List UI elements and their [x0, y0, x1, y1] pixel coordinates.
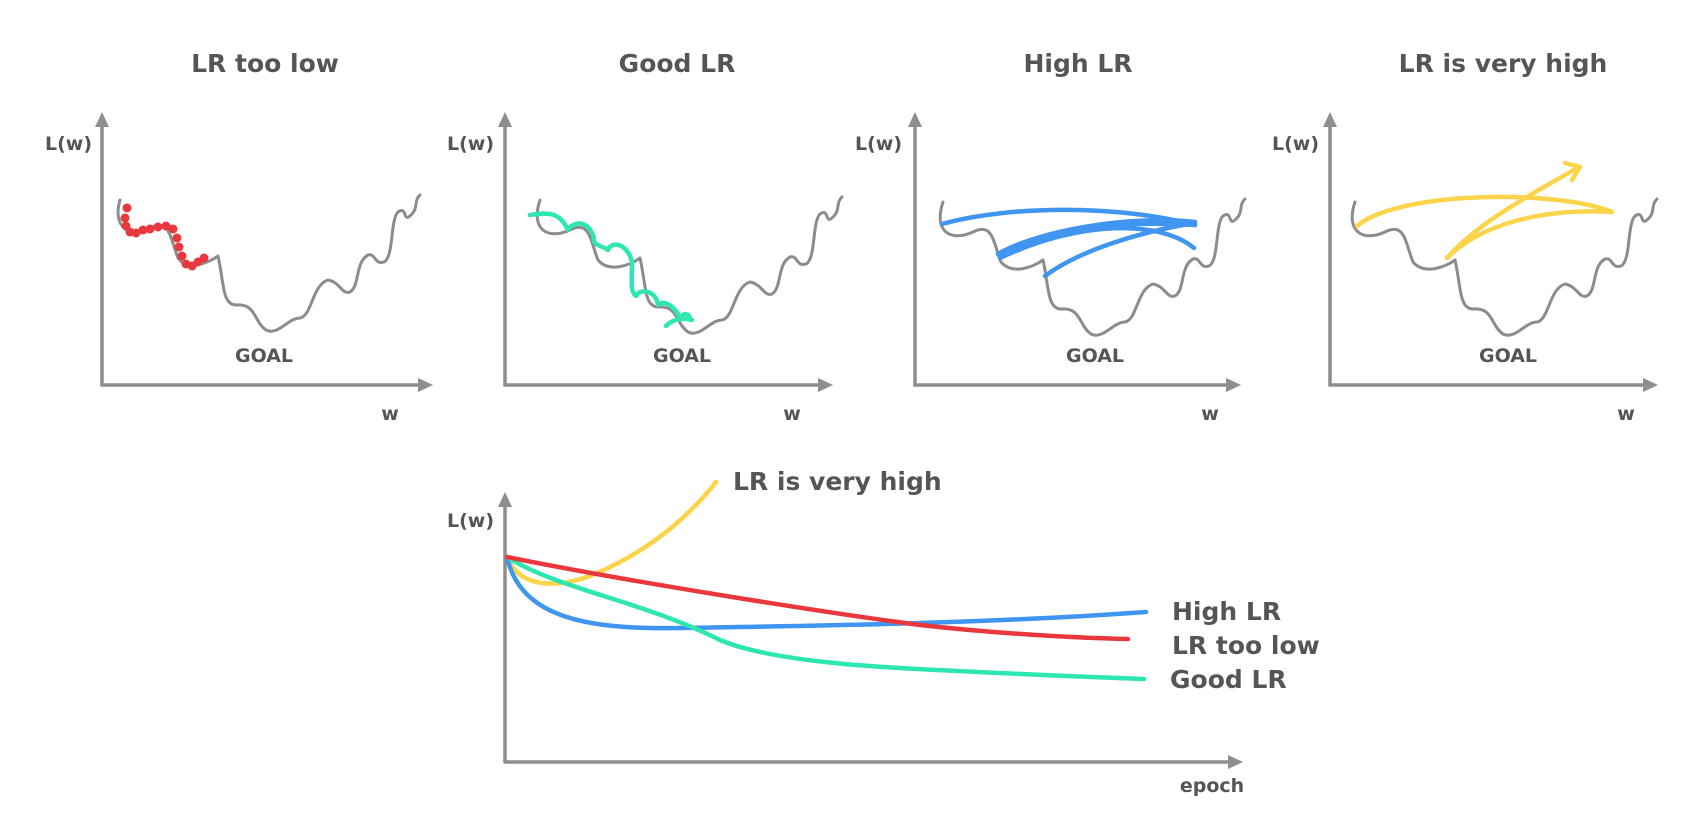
descent-steps: [120, 203, 209, 271]
descent-paths: [939, 207, 1198, 279]
step-point: [122, 203, 132, 213]
goal-label: GOAL: [235, 345, 293, 367]
loss-landscape: [938, 197, 1247, 337]
loss-landscape: [1350, 197, 1659, 337]
panel-title: LR too low: [191, 49, 339, 78]
step-point: [120, 213, 130, 223]
loss-landscape: [535, 195, 844, 335]
goal-label: GOAL: [1479, 345, 1537, 367]
step-point: [177, 251, 187, 261]
y-axis-arrow-icon: [908, 112, 922, 127]
y-axis-label: L(w): [1272, 133, 1319, 155]
epoch-chart: L(w) epoch LR is very high High LR LR to…: [447, 467, 1320, 797]
y-axis-label: L(w): [855, 133, 902, 155]
x-axis-arrow-icon: [418, 378, 433, 392]
step-point: [174, 242, 184, 252]
y-axis-arrow-icon: [498, 112, 512, 127]
x-axis-arrow-icon: [1226, 378, 1241, 392]
panel-high-lr: High LR L(w) w GOAL: [855, 49, 1247, 425]
descent-path-tail: [663, 316, 695, 329]
diverging-path: [1354, 160, 1615, 261]
x-axis-arrow-icon: [1228, 755, 1243, 769]
goal-label: GOAL: [653, 345, 711, 367]
label-very-high-lr: LR is very high: [733, 467, 942, 496]
x-axis-label: w: [1617, 403, 1635, 425]
curve-good-lr: [504, 554, 1147, 682]
step-point: [153, 222, 163, 232]
panel-lr-too-low: LR too low L(w) w GOAL: [45, 49, 433, 425]
step-point: [199, 253, 209, 263]
panel-title: Good LR: [619, 49, 736, 78]
step-point: [138, 225, 148, 235]
descent-path: [1444, 165, 1580, 261]
panel-good-lr: Good LR L(w) w GOAL: [447, 49, 844, 425]
label-high-lr: High LR: [1172, 597, 1281, 626]
step-point: [161, 221, 171, 231]
step-point: [172, 233, 182, 243]
step-point: [168, 224, 178, 234]
label-good-lr: Good LR: [1170, 665, 1287, 694]
panel-title: High LR: [1023, 49, 1132, 78]
descent-path: [997, 225, 1197, 261]
y-axis-arrow-icon: [95, 112, 109, 127]
x-axis-arrow-icon: [818, 378, 833, 392]
arrowhead-icon: [1562, 160, 1583, 183]
panel-title: LR is very high: [1399, 49, 1608, 78]
x-axis-label: w: [783, 403, 801, 425]
y-axis-label: L(w): [45, 133, 92, 155]
y-axis-arrow-icon: [1323, 112, 1337, 127]
y-axis-arrow-icon: [498, 492, 512, 507]
x-axis-label: w: [381, 403, 399, 425]
x-axis-label: w: [1201, 403, 1219, 425]
x-axis-label: epoch: [1180, 775, 1244, 797]
descent-path: [1042, 220, 1197, 279]
loss-landscape: [116, 193, 422, 333]
curve-lr-too-low: [504, 554, 1131, 642]
label-lr-too-low: LR too low: [1172, 631, 1320, 660]
step-point: [145, 224, 155, 234]
curve-high-lr: [504, 554, 1149, 631]
goal-label: GOAL: [1066, 345, 1124, 367]
curve-very-high-lr: [504, 479, 719, 586]
step-point: [131, 228, 141, 238]
descent-path: [1354, 194, 1615, 229]
y-axis-label: L(w): [447, 510, 494, 532]
x-axis-arrow-icon: [1643, 378, 1658, 392]
panel-lr-very-high: LR is very high L(w) w GOAL: [1272, 49, 1659, 425]
descent-path: [527, 211, 693, 321]
y-axis-label: L(w): [447, 133, 494, 155]
